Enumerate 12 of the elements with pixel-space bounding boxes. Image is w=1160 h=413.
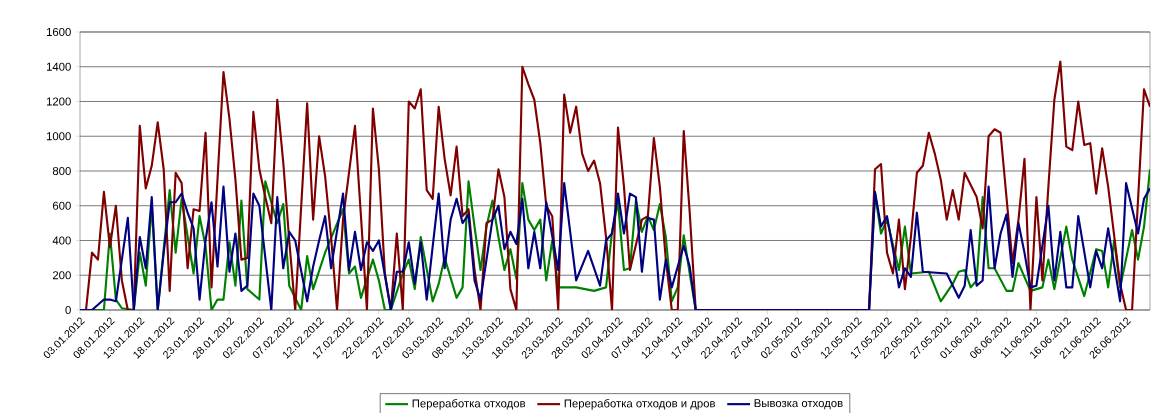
legend-label: Переработка отходов и дров: [564, 398, 715, 410]
legend-label: Переработка отходов: [412, 398, 526, 410]
y-tick-label: 800: [52, 166, 71, 175]
y-tick-label: 1400: [46, 62, 71, 71]
y-tick-label: 400: [52, 236, 71, 245]
y-tick-label: 1600: [46, 27, 71, 36]
y-tick-label: 600: [52, 201, 71, 210]
legend-label: Вывозка отходов: [754, 399, 843, 410]
y-tick-label: 1200: [46, 97, 71, 106]
y-tick-label: 1000: [46, 132, 71, 141]
y-tick-label: 0: [65, 305, 71, 314]
y-tick-label: 200: [52, 271, 71, 280]
